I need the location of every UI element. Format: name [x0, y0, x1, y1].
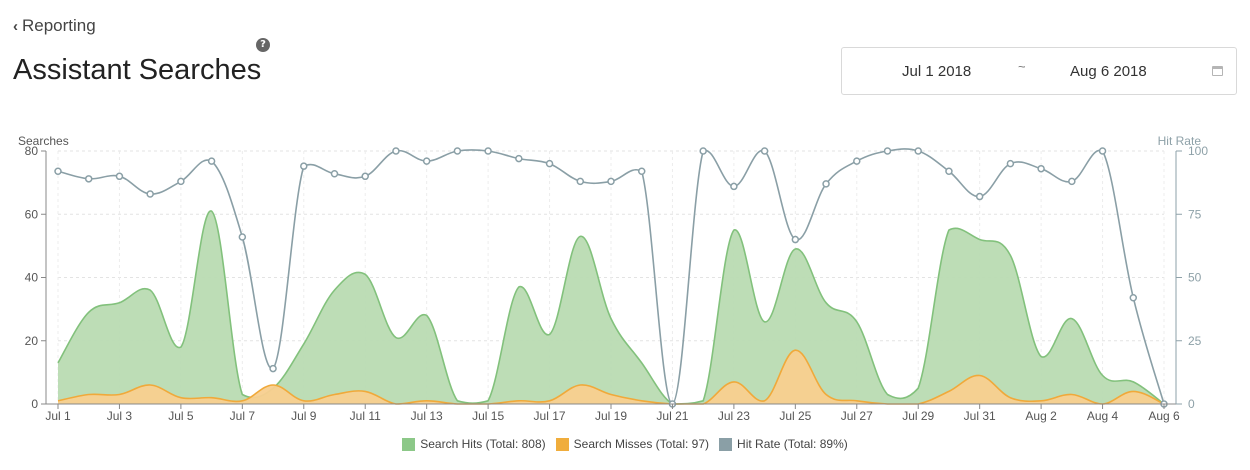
legend-label-search-misses: Search Misses (Total: 97) — [573, 437, 710, 451]
hit-rate-point[interactable] — [269, 364, 277, 373]
hit-rate-point[interactable] — [207, 157, 216, 165]
hit-rate-point[interactable] — [422, 157, 431, 165]
hit-rate-point[interactable] — [730, 182, 738, 191]
hit-rate-point[interactable] — [883, 147, 892, 155]
legend-item-search-hits[interactable]: Search Hits (Total: 808) — [402, 437, 546, 451]
hit-rate-point[interactable] — [84, 175, 93, 183]
back-link-label: Reporting — [22, 16, 96, 35]
legend-label-hit-rate: Hit Rate (Total: 89%) — [737, 437, 848, 451]
hit-rate-point[interactable] — [177, 177, 185, 186]
y2-tick-label: 75 — [1188, 207, 1202, 221]
legend-swatch-search-hits — [402, 437, 416, 451]
y-axis-title: Searches — [18, 134, 69, 148]
date-separator: ~ — [1018, 59, 1026, 74]
hit-rate-point[interactable] — [1068, 177, 1076, 186]
hit-rate-point[interactable] — [791, 235, 800, 244]
y2-tick-label: 0 — [1188, 397, 1195, 411]
hit-rate-point[interactable] — [914, 147, 922, 155]
page-title: Assistant Searches — [13, 54, 262, 86]
legend-label-search-hits: Search Hits (Total: 808) — [420, 437, 546, 451]
chart-legend: Search Hits (Total: 808) Search Misses (… — [0, 437, 1250, 451]
hit-rate-point[interactable] — [576, 177, 585, 186]
x-tick-label: Jul 27 — [841, 409, 873, 423]
legend-swatch-hit-rate — [719, 437, 733, 451]
hit-rate-point[interactable] — [54, 167, 62, 175]
search-hits-line — [57, 210, 1165, 405]
legend-item-search-misses[interactable]: Search Misses (Total: 97) — [555, 437, 710, 451]
x-tick-label: Jul 7 — [230, 409, 256, 423]
x-tick-label: Jul 31 — [964, 409, 996, 423]
area-series — [57, 210, 1165, 405]
hit-rate-point[interactable] — [330, 170, 339, 178]
y-tick-label: 80 — [25, 144, 39, 158]
search-misses-line — [57, 349, 1165, 405]
hit-rate-point[interactable] — [1037, 164, 1045, 173]
y2-tick-label: 100 — [1188, 144, 1208, 158]
x-tick-label: Jul 9 — [291, 409, 317, 423]
hit-rate-series — [54, 147, 1168, 408]
calendar-icon[interactable] — [1212, 66, 1223, 76]
y-tick-label: 40 — [25, 271, 39, 285]
start-date-field[interactable]: Jul 1 2018 — [902, 63, 972, 80]
y-tick-label: 60 — [25, 207, 39, 221]
x-tick-label: Jul 19 — [595, 409, 627, 423]
chevron-left-icon: ‹ — [13, 17, 18, 35]
hit-rate-point[interactable] — [484, 147, 492, 155]
hit-rate-point[interactable] — [853, 157, 861, 165]
hit-rate-point[interactable] — [238, 233, 247, 241]
y2-tick-label: 25 — [1188, 334, 1202, 348]
hit-rate-point[interactable] — [453, 147, 462, 155]
search-hits-area — [58, 210, 1164, 404]
hit-rate-point[interactable] — [392, 147, 400, 155]
hit-rate-point[interactable] — [515, 154, 523, 163]
hit-rate-point[interactable] — [146, 190, 154, 198]
x-tick-label: Jul 1 — [45, 409, 71, 423]
hit-rate-point[interactable] — [945, 167, 953, 175]
back-to-reporting-link[interactable]: ‹ Reporting — [13, 16, 96, 36]
date-range-picker[interactable]: Jul 1 2018 ~ Aug 6 2018 — [841, 47, 1237, 95]
hit-rate-point[interactable] — [760, 147, 769, 155]
hit-rate-point[interactable] — [607, 177, 615, 186]
x-tick-label: Aug 6 — [1148, 409, 1180, 423]
hit-rate-point[interactable] — [1006, 159, 1015, 168]
hit-rate-point[interactable] — [699, 147, 707, 155]
y2-axis-title: Hit Rate — [1158, 134, 1202, 148]
hit-rate-point[interactable] — [1098, 147, 1107, 155]
hit-rate-point[interactable] — [361, 172, 369, 181]
help-icon[interactable]: ? — [256, 38, 270, 52]
hit-rate-point[interactable] — [545, 159, 554, 168]
y-tick-label: 20 — [25, 334, 39, 348]
hit-rate-point[interactable] — [1129, 293, 1138, 302]
x-tick-label: Jul 15 — [472, 409, 504, 423]
x-tick-label: Jul 29 — [902, 409, 934, 423]
hit-rate-point[interactable] — [115, 172, 124, 181]
x-tick-label: Jul 17 — [534, 409, 566, 423]
x-tick-label: Jul 3 — [107, 409, 133, 423]
legend-item-hit-rate[interactable]: Hit Rate (Total: 89%) — [719, 437, 848, 451]
x-tick-label: Jul 11 — [350, 409, 381, 423]
x-tick-label: Aug 4 — [1087, 409, 1119, 423]
x-tick-label: Jul 21 — [656, 409, 688, 423]
x-tick-label: Jul 13 — [411, 409, 443, 423]
x-tick-label: Jul 5 — [168, 409, 194, 423]
x-tick-label: Jul 23 — [718, 409, 750, 423]
hit-rate-point[interactable] — [300, 162, 308, 170]
axes: 0 20 40 60 80 0 25 50 75 100 Jul 1 Jul 3 Jul 5 Jul 7 J… — [25, 144, 1209, 423]
y2-tick-label: 50 — [1188, 271, 1202, 285]
y-tick-label: 0 — [31, 397, 38, 411]
hit-rate-point[interactable] — [637, 167, 646, 175]
x-tick-label: Jul 25 — [779, 409, 811, 423]
hit-rate-point[interactable] — [975, 192, 984, 201]
hit-rate-point[interactable] — [822, 180, 830, 188]
legend-swatch-search-misses — [555, 437, 569, 451]
end-date-field[interactable]: Aug 6 2018 — [1070, 63, 1147, 80]
x-tick-label: Aug 2 — [1025, 409, 1057, 423]
